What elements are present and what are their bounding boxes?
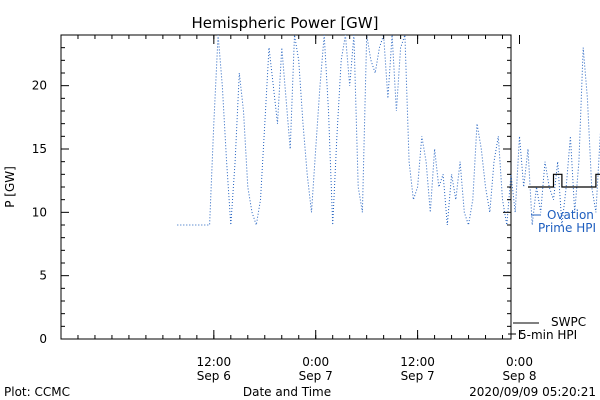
x-tick-time-label: 12:00 <box>400 355 435 369</box>
legend-ovation-label-1: Ovation <box>547 208 594 222</box>
plot-credit: Plot: CCMC <box>4 385 70 399</box>
y-axis-label: P [GW] <box>3 166 17 208</box>
x-tick-time-label: 0:00 <box>506 355 533 369</box>
legend: Ovation Prime HPI SWPC 5-min HPI <box>508 208 596 342</box>
y-tick-label: 0 <box>39 332 47 346</box>
y-tick-label: 5 <box>39 269 47 283</box>
chart-title: Hemispheric Power [GW] <box>192 14 379 32</box>
x-tick-time-label: 12:00 <box>197 355 232 369</box>
series-layer <box>177 34 600 226</box>
x-tick-date-label: Sep 7 <box>299 369 333 383</box>
plot-frame <box>60 34 512 340</box>
legend-swpc-label-1: SWPC <box>551 315 586 329</box>
x-tick-date-label: Sep 7 <box>401 369 435 383</box>
x-axis-label: Date and Time <box>243 385 331 399</box>
x-tick-date-label: Sep 6 <box>197 369 231 383</box>
x-tick-date-label: Sep 8 <box>502 369 536 383</box>
y-tick-label: 10 <box>32 205 47 219</box>
y-tick-label: 20 <box>32 79 47 93</box>
ovation-series-line <box>177 34 600 226</box>
plot-timestamp: 2020/09/09 05:20:21 <box>469 385 596 399</box>
legend-swpc-label-2: 5-min HPI <box>519 328 577 342</box>
y-tick-label: 15 <box>32 142 47 156</box>
legend-ovation-label-2: Prime HPI <box>538 221 596 235</box>
x-tick-time-label: 0:00 <box>302 355 329 369</box>
